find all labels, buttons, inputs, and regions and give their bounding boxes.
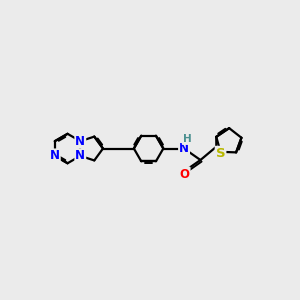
Text: N: N <box>50 149 60 162</box>
Text: N: N <box>75 135 85 148</box>
Text: O: O <box>180 167 190 181</box>
Text: N: N <box>179 142 189 155</box>
Text: S: S <box>216 147 225 160</box>
Text: N: N <box>75 149 85 162</box>
Text: H: H <box>183 134 191 144</box>
